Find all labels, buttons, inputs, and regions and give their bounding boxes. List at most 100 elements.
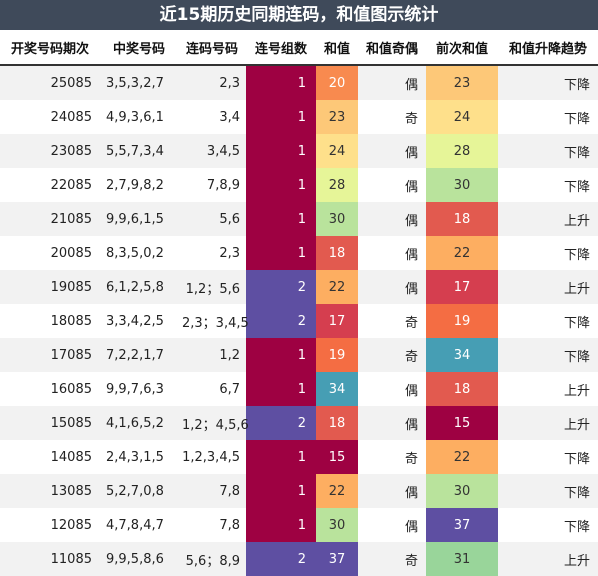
cell-parity: 偶 — [358, 236, 426, 270]
header-trend[interactable]: 和值升降趋势 — [498, 30, 598, 66]
cell-period: 16085 — [0, 372, 100, 406]
cell-period: 11085 — [0, 542, 100, 576]
cell-period: 19085 — [0, 270, 100, 304]
cell-prev-sum: 31 — [426, 542, 498, 576]
cell-consecutive: 1,2；4,5,6 — [178, 406, 249, 440]
cell-numbers: 4,1,6,5,2 — [100, 406, 178, 440]
cell-parity: 奇 — [358, 304, 426, 338]
page-title: 近15期历史同期连码，和值图示统计 — [0, 0, 598, 30]
cell-groups: 1 — [246, 474, 316, 508]
cell-prev-sum: 30 — [426, 168, 498, 202]
cell-consecutive: 2,3 — [178, 65, 246, 100]
cell-trend: 下降 — [498, 338, 598, 372]
header-period[interactable]: 开奖号码期次 — [0, 30, 100, 66]
cell-parity: 偶 — [358, 134, 426, 168]
cell-parity: 偶 — [358, 406, 426, 440]
cell-prev-sum: 15 — [426, 406, 498, 440]
cell-consecutive: 1,2,3,4,5 — [178, 440, 246, 474]
cell-prev-sum: 30 — [426, 474, 498, 508]
cell-numbers: 3,5,3,2,7 — [100, 65, 178, 100]
table-row: 17085 7,2,2,1,7 1,2 1 19 奇 34 下降 — [0, 338, 598, 372]
table-row: 23085 5,5,7,3,4 3,4,5 1 24 偶 28 下降 — [0, 134, 598, 168]
cell-consecutive: 5,6 — [178, 202, 246, 236]
cell-prev-sum: 23 — [426, 65, 498, 100]
header-prev-sum[interactable]: 前次和值 — [426, 30, 498, 66]
cell-groups: 1 — [246, 236, 316, 270]
cell-sum: 17 — [316, 304, 358, 338]
cell-numbers: 3,3,4,2,5 — [100, 304, 178, 338]
cell-prev-sum: 34 — [426, 338, 498, 372]
cell-period: 25085 — [0, 65, 100, 100]
cell-period: 23085 — [0, 134, 100, 168]
cell-period: 22085 — [0, 168, 100, 202]
cell-numbers: 2,7,9,8,2 — [100, 168, 178, 202]
cell-parity: 偶 — [358, 474, 426, 508]
table-row: 20085 8,3,5,0,2 2,3 1 18 偶 22 下降 — [0, 236, 598, 270]
cell-sum: 23 — [316, 100, 358, 134]
cell-sum: 18 — [316, 406, 358, 440]
cell-consecutive: 1,2 — [178, 338, 246, 372]
cell-prev-sum: 18 — [426, 202, 498, 236]
table-row: 19085 6,1,2,5,8 1,2；5,6 2 22 偶 17 上升 — [0, 270, 598, 304]
stats-table: 开奖号码期次 中奖号码 连码号码 连号组数 和值 和值奇偶 前次和值 和值升降趋… — [0, 30, 598, 576]
cell-period: 24085 — [0, 100, 100, 134]
table-header-row: 开奖号码期次 中奖号码 连码号码 连号组数 和值 和值奇偶 前次和值 和值升降趋… — [0, 30, 598, 66]
cell-groups: 1 — [246, 134, 316, 168]
cell-groups: 1 — [246, 65, 316, 100]
cell-numbers: 4,9,3,6,1 — [100, 100, 178, 134]
cell-consecutive: 1,2；5,6 — [178, 270, 246, 304]
table-row: 15085 4,1,6,5,2 1,2；4,5,6 2 18 偶 15 上升 — [0, 406, 598, 440]
header-numbers[interactable]: 中奖号码 — [100, 30, 178, 66]
header-consecutive[interactable]: 连码号码 — [178, 30, 246, 66]
cell-period: 17085 — [0, 338, 100, 372]
table-row: 12085 4,7,8,4,7 7,8 1 30 偶 37 下降 — [0, 508, 598, 542]
cell-sum: 22 — [316, 474, 358, 508]
header-groups[interactable]: 连号组数 — [246, 30, 316, 66]
cell-sum: 37 — [316, 542, 358, 576]
header-sum[interactable]: 和值 — [316, 30, 358, 66]
cell-trend: 上升 — [498, 372, 598, 406]
cell-trend: 上升 — [498, 542, 598, 576]
cell-consecutive: 6,7 — [178, 372, 246, 406]
table-row: 18085 3,3,4,2,5 2,3；3,4,5 2 17 奇 19 下降 — [0, 304, 598, 338]
cell-consecutive: 3,4,5 — [178, 134, 246, 168]
cell-parity: 奇 — [358, 542, 426, 576]
cell-trend: 上升 — [498, 270, 598, 304]
table-row: 16085 9,9,7,6,3 6,7 1 34 偶 18 上升 — [0, 372, 598, 406]
cell-parity: 偶 — [358, 508, 426, 542]
cell-numbers: 5,2,7,0,8 — [100, 474, 178, 508]
cell-numbers: 9,9,5,8,6 — [100, 542, 178, 576]
cell-trend: 下降 — [498, 236, 598, 270]
cell-numbers: 8,3,5,0,2 — [100, 236, 178, 270]
cell-trend: 下降 — [498, 440, 598, 474]
cell-sum: 15 — [316, 440, 358, 474]
cell-numbers: 7,2,2,1,7 — [100, 338, 178, 372]
cell-numbers: 4,7,8,4,7 — [100, 508, 178, 542]
cell-sum: 30 — [316, 202, 358, 236]
cell-trend: 下降 — [498, 474, 598, 508]
cell-period: 20085 — [0, 236, 100, 270]
cell-prev-sum: 19 — [426, 304, 498, 338]
cell-period: 12085 — [0, 508, 100, 542]
cell-groups: 2 — [246, 542, 316, 576]
cell-groups: 1 — [246, 202, 316, 236]
cell-consecutive: 7,8,9 — [178, 168, 246, 202]
cell-trend: 下降 — [498, 168, 598, 202]
cell-prev-sum: 28 — [426, 134, 498, 168]
cell-consecutive: 2,3 — [178, 236, 246, 270]
cell-parity: 偶 — [358, 65, 426, 100]
cell-prev-sum: 18 — [426, 372, 498, 406]
cell-parity: 偶 — [358, 168, 426, 202]
cell-prev-sum: 17 — [426, 270, 498, 304]
cell-prev-sum: 24 — [426, 100, 498, 134]
cell-consecutive: 2,3；3,4,5 — [178, 304, 249, 338]
cell-numbers: 5,5,7,3,4 — [100, 134, 178, 168]
cell-groups: 1 — [246, 100, 316, 134]
cell-trend: 上升 — [498, 202, 598, 236]
cell-sum: 30 — [316, 508, 358, 542]
cell-numbers: 9,9,7,6,3 — [100, 372, 178, 406]
cell-period: 18085 — [0, 304, 100, 338]
header-parity[interactable]: 和值奇偶 — [358, 30, 426, 66]
cell-parity: 偶 — [358, 372, 426, 406]
cell-period: 15085 — [0, 406, 100, 440]
